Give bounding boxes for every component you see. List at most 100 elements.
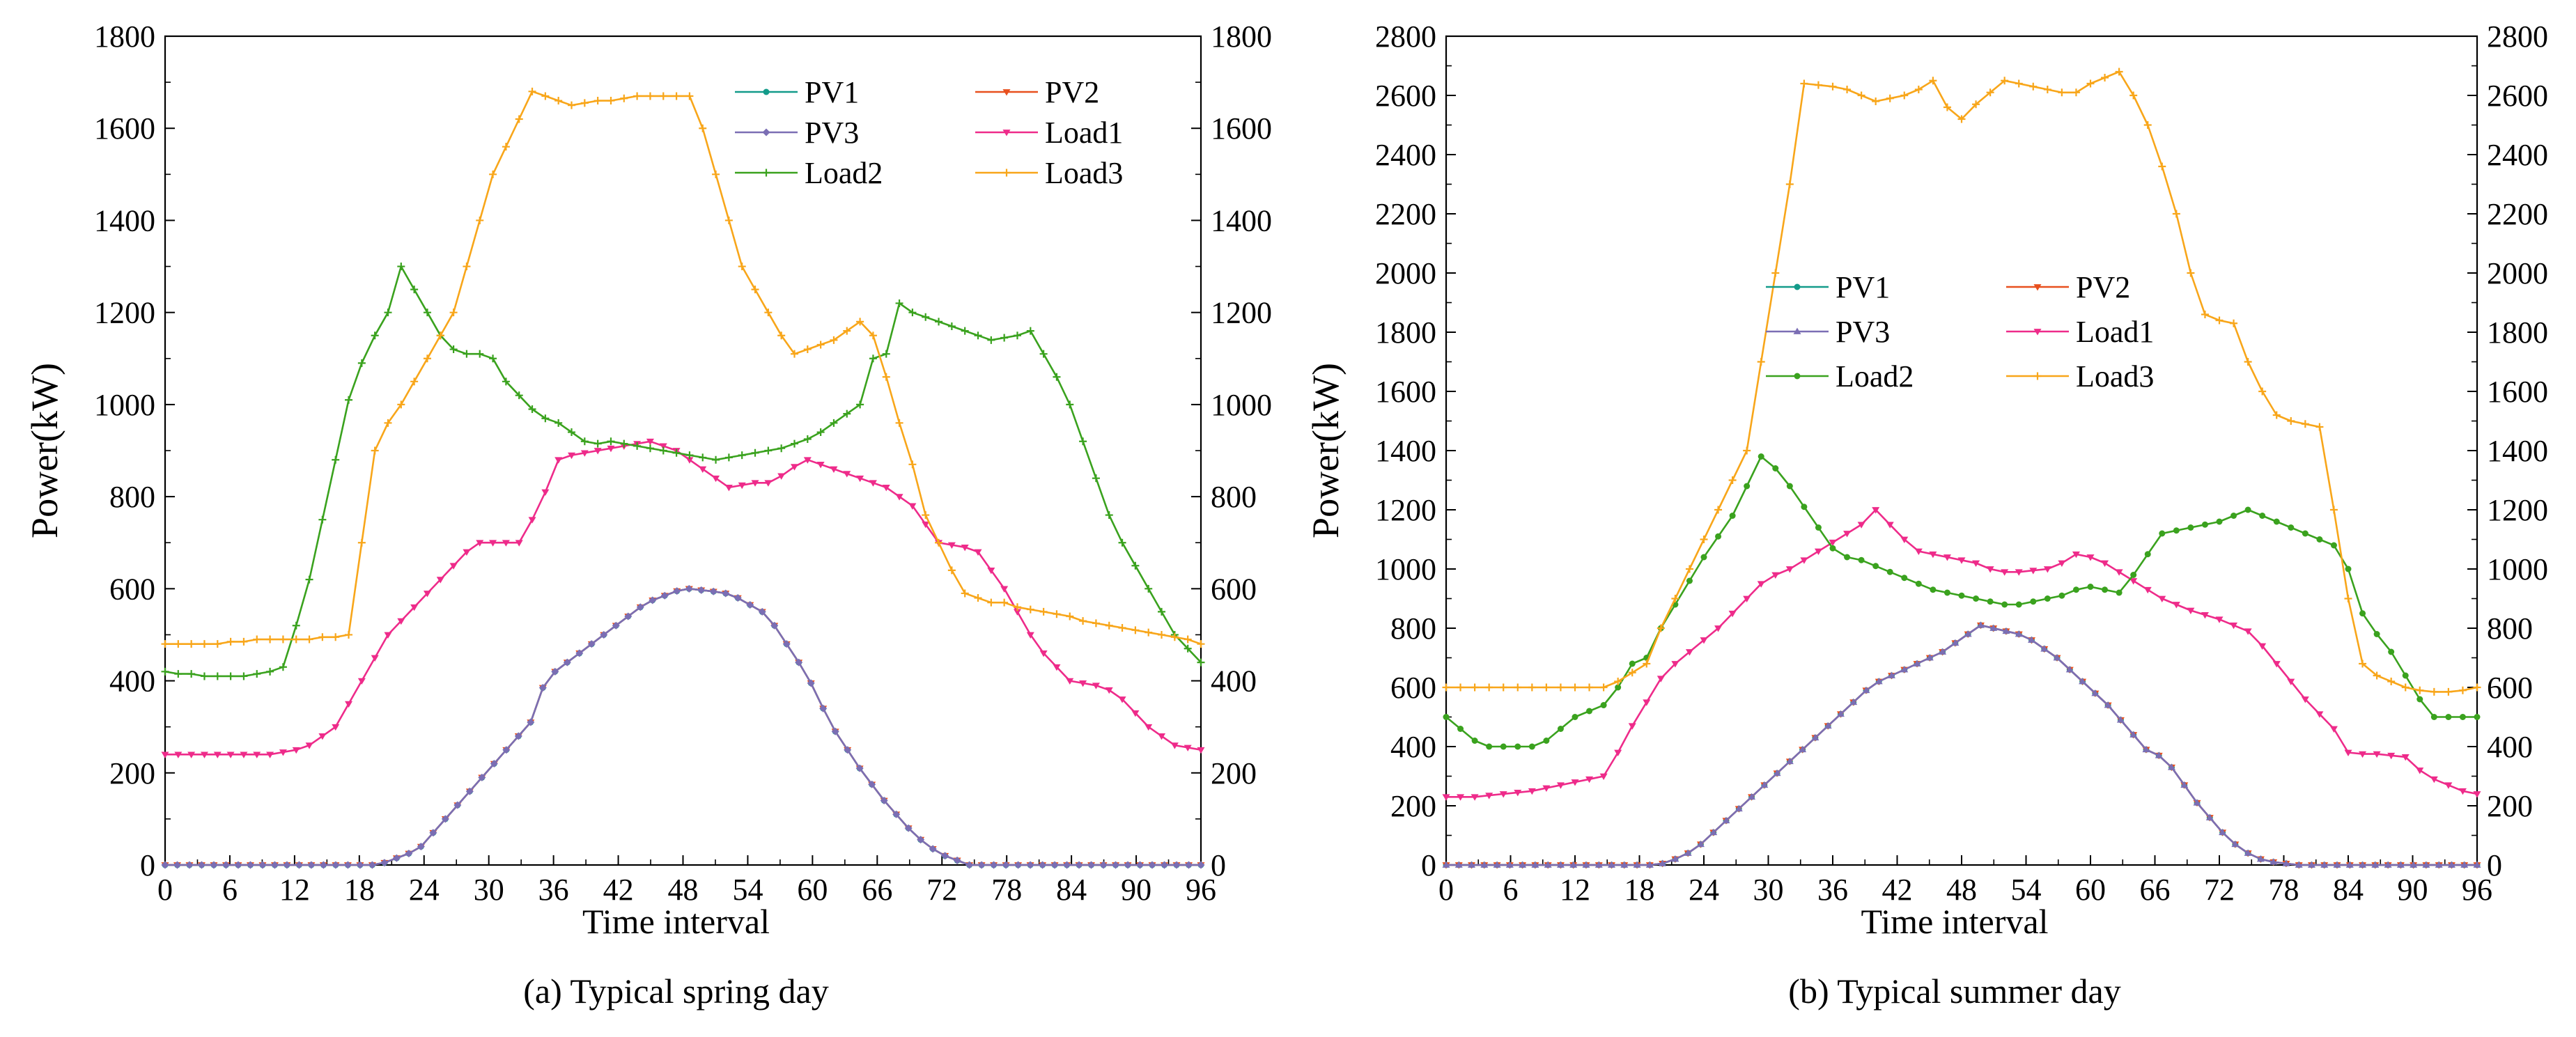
legend-marker bbox=[1794, 373, 1801, 380]
data-point bbox=[1915, 580, 1922, 587]
data-point bbox=[2215, 316, 2224, 325]
data-point bbox=[1197, 861, 1205, 869]
data-point bbox=[1801, 504, 1808, 510]
data-point bbox=[1556, 683, 1565, 692]
legend-label: PV2 bbox=[1045, 75, 1099, 109]
data-point bbox=[397, 618, 405, 625]
x-axis-label: Time interval bbox=[1861, 902, 2049, 941]
data-point bbox=[1811, 733, 1820, 741]
data-point bbox=[502, 540, 510, 547]
data-point bbox=[1485, 683, 1493, 692]
data-point bbox=[685, 451, 694, 460]
data-point bbox=[410, 286, 419, 294]
data-point bbox=[2396, 861, 2405, 868]
data-point bbox=[1986, 566, 1994, 573]
data-point bbox=[633, 92, 642, 100]
data-point bbox=[429, 829, 437, 837]
data-point bbox=[1500, 743, 1507, 750]
data-point bbox=[941, 852, 949, 860]
data-point bbox=[2001, 77, 2009, 85]
series-line-pv2 bbox=[165, 587, 1201, 866]
data-point bbox=[1571, 683, 1579, 692]
legend: PV1 PV2 PV3 Load1 Load2 Load3 bbox=[735, 75, 1123, 190]
y-tick-label-right: 400 bbox=[1211, 664, 1257, 699]
data-point bbox=[2072, 551, 2080, 559]
data-point bbox=[1696, 840, 1705, 848]
data-point bbox=[371, 446, 379, 455]
data-point bbox=[1131, 626, 1140, 634]
data-point bbox=[2193, 799, 2201, 806]
data-point bbox=[699, 466, 707, 473]
legend-label: Load2 bbox=[805, 156, 883, 190]
data-point bbox=[1728, 476, 1737, 484]
y-axis-label: Power(kW) bbox=[1305, 363, 1347, 538]
legend-marker bbox=[1793, 327, 1801, 334]
data-point bbox=[210, 861, 218, 869]
data-point bbox=[318, 515, 327, 524]
data-point bbox=[646, 92, 654, 100]
data-point bbox=[476, 540, 484, 547]
y-tick-label-right: 800 bbox=[1211, 480, 1257, 514]
data-point bbox=[1066, 612, 1074, 621]
data-point bbox=[1743, 595, 1751, 602]
data-point bbox=[2143, 586, 2152, 594]
series-line-load2 bbox=[1445, 455, 2477, 748]
data-point bbox=[1858, 556, 1865, 563]
data-point bbox=[2302, 530, 2309, 537]
data-point bbox=[2027, 636, 2035, 643]
data-point bbox=[697, 586, 706, 594]
data-point bbox=[764, 480, 773, 487]
data-point bbox=[380, 859, 389, 867]
data-point bbox=[2030, 598, 2037, 605]
data-point bbox=[292, 747, 300, 754]
data-point bbox=[2333, 861, 2341, 868]
data-point bbox=[987, 568, 995, 575]
data-point bbox=[636, 603, 644, 611]
data-point bbox=[2473, 861, 2481, 868]
data-point bbox=[1987, 598, 1994, 605]
data-point bbox=[1800, 79, 1808, 88]
data-point bbox=[2231, 840, 2240, 848]
data-point bbox=[990, 861, 998, 869]
data-point bbox=[917, 836, 925, 844]
data-point bbox=[672, 449, 681, 457]
data-point bbox=[869, 332, 877, 340]
data-point bbox=[1957, 115, 1966, 123]
data-point bbox=[1862, 686, 1870, 694]
data-point bbox=[253, 670, 261, 678]
data-point bbox=[318, 633, 327, 641]
data-point bbox=[279, 635, 287, 644]
data-point bbox=[279, 749, 287, 756]
data-point bbox=[2422, 861, 2430, 868]
data-point bbox=[410, 604, 419, 611]
data-point bbox=[2029, 82, 2038, 91]
data-point bbox=[1136, 861, 1145, 869]
data-point bbox=[790, 464, 798, 471]
data-point bbox=[908, 503, 917, 510]
data-point bbox=[2086, 79, 2095, 88]
data-point bbox=[1973, 595, 1980, 602]
data-point bbox=[712, 455, 720, 464]
data-point bbox=[2087, 584, 2094, 590]
data-point bbox=[1715, 533, 1722, 540]
x-tick-label: 6 bbox=[1503, 873, 1519, 907]
data-point bbox=[2430, 776, 2438, 783]
data-point bbox=[1572, 714, 1578, 720]
x-axis-label: Time interval bbox=[582, 902, 770, 941]
data-point bbox=[2244, 849, 2252, 856]
data-point bbox=[2402, 672, 2409, 679]
data-point bbox=[1170, 742, 1179, 749]
y-tick-label-right: 0 bbox=[1211, 848, 1226, 882]
data-point bbox=[1000, 334, 1009, 342]
data-point bbox=[843, 471, 851, 478]
data-point bbox=[515, 540, 523, 547]
data-point bbox=[2072, 586, 2079, 593]
y-tick-label-left: 0 bbox=[1421, 848, 1436, 882]
data-point bbox=[345, 396, 353, 404]
data-point bbox=[200, 751, 208, 758]
data-point bbox=[1485, 793, 1493, 800]
data-point bbox=[514, 732, 522, 740]
data-point bbox=[1628, 723, 1636, 730]
data-point bbox=[1471, 794, 1479, 801]
data-point bbox=[1659, 859, 1667, 866]
